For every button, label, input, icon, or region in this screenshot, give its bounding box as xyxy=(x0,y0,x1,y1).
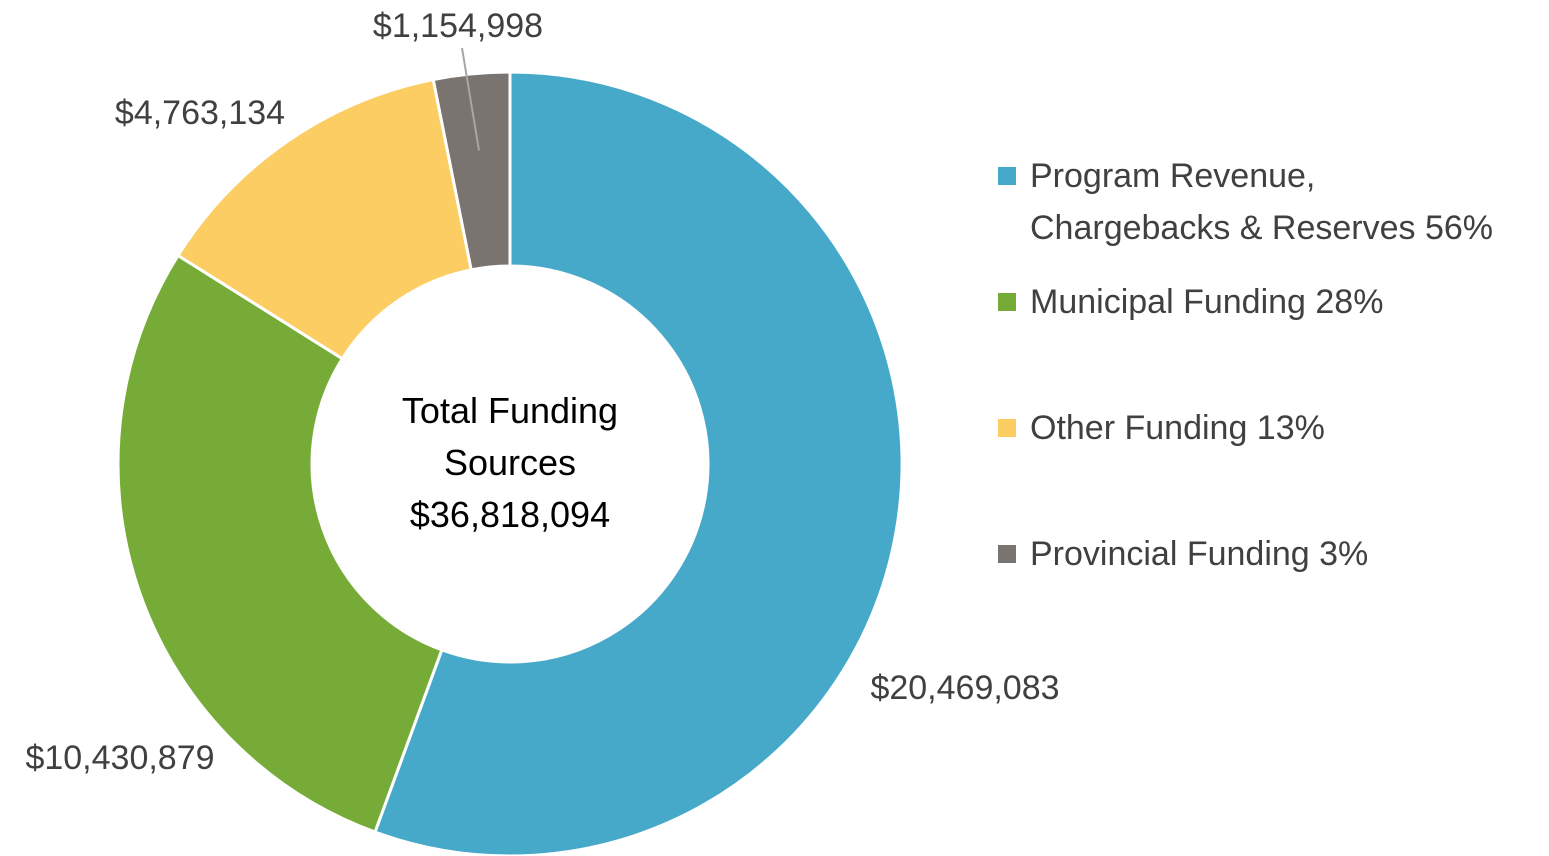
donut-slice xyxy=(116,253,444,834)
legend-swatch xyxy=(998,293,1016,311)
legend-swatch xyxy=(998,545,1016,563)
leader-line xyxy=(461,47,480,151)
legend-item: Other Funding 13% xyxy=(998,402,1520,454)
data-label: $1,154,998 xyxy=(373,7,543,45)
legend-label: Other Funding 13% xyxy=(1030,409,1325,447)
center-title: Total Funding Sources xyxy=(401,390,619,483)
donut-slice xyxy=(373,70,904,856)
legend-label: Provincial Funding 3% xyxy=(1030,535,1369,573)
legend-item: Program Revenue, Chargebacks & Reserves … xyxy=(998,150,1520,254)
legend-label: Municipal Funding 28% xyxy=(1030,283,1384,321)
legend-swatch xyxy=(998,419,1016,437)
donut-slice xyxy=(175,77,473,361)
legend-swatch xyxy=(998,167,1016,185)
data-label: $20,469,083 xyxy=(870,669,1059,707)
data-label: $10,430,879 xyxy=(25,739,214,777)
data-label: $4,763,134 xyxy=(115,94,285,132)
center-value: $36,818,094 xyxy=(409,494,611,535)
legend-label: Program Revenue, Chargebacks & Reserves … xyxy=(1030,157,1494,247)
center-label: Total Funding Sources $36,818,094 xyxy=(360,385,660,541)
legend-item: Municipal Funding 28% xyxy=(998,276,1520,328)
legend-item: Provincial Funding 3% xyxy=(998,528,1520,580)
donut-slice xyxy=(431,70,512,272)
